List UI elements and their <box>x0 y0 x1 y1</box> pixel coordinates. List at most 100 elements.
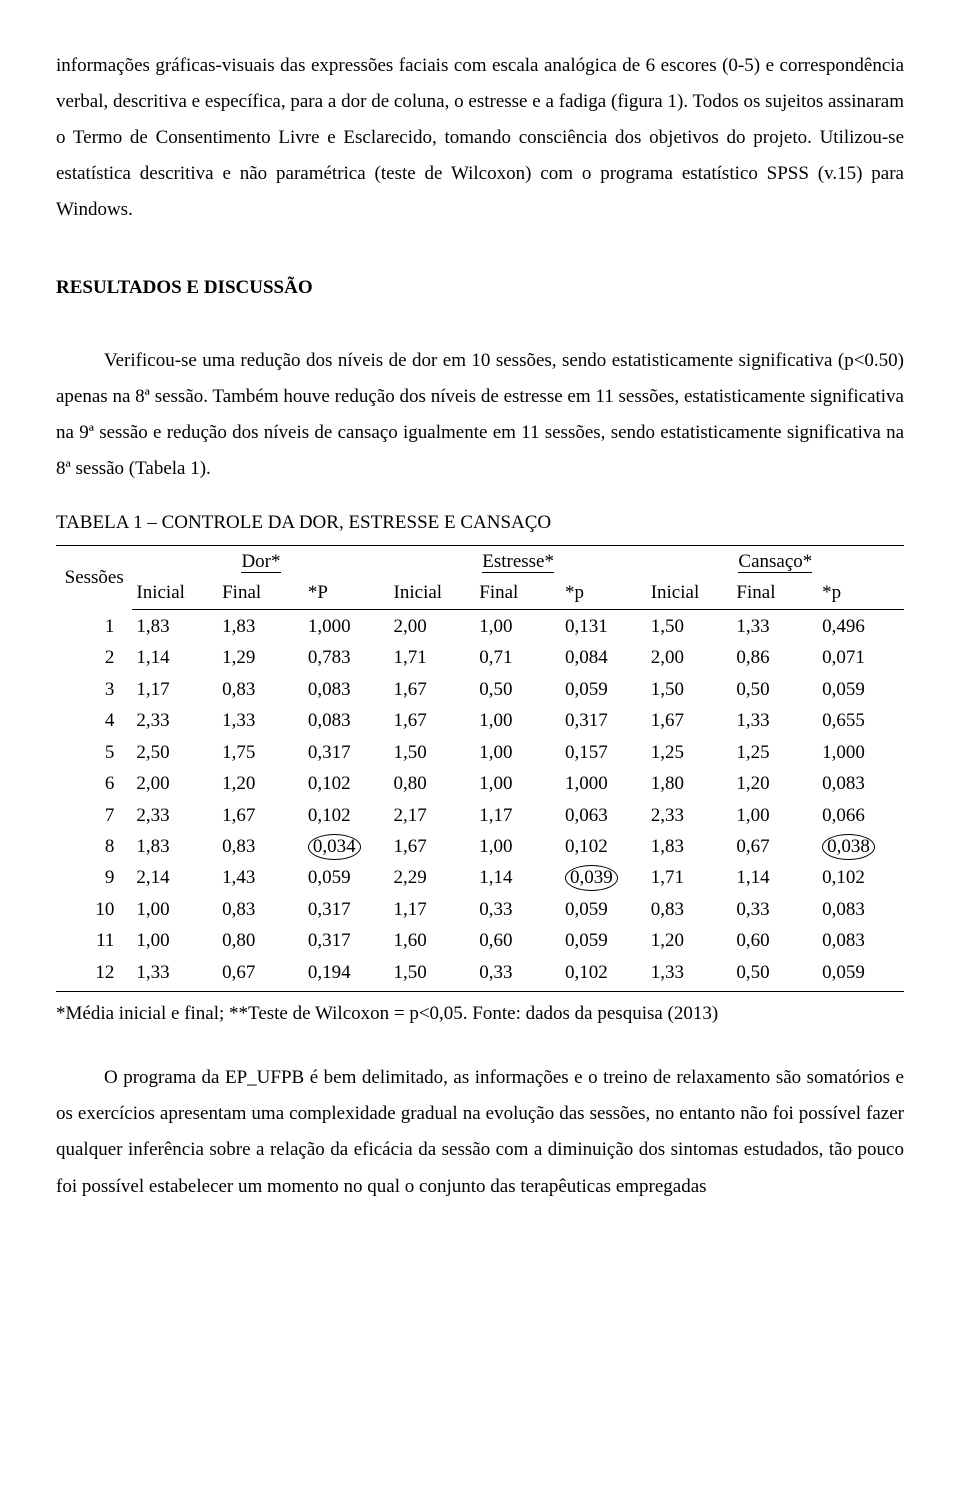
cell-session: 5 <box>56 737 132 768</box>
cell-value: 0,084 <box>561 642 647 673</box>
table-row: 72,331,670,1022,171,170,0632,331,000,066 <box>56 800 904 831</box>
subhead: Final <box>732 577 818 609</box>
col-group-cansaco: Cansaço* <box>647 546 904 578</box>
table-row: 52,501,750,3171,501,000,1571,251,251,000 <box>56 737 904 768</box>
cell-value: 0,67 <box>218 957 304 992</box>
cell-session: 9 <box>56 862 132 893</box>
cell-session: 8 <box>56 831 132 862</box>
cell-value: 1,000 <box>818 737 904 768</box>
cell-session: 2 <box>56 642 132 673</box>
subhead: *P <box>304 577 390 609</box>
cell-value: 1,67 <box>647 705 733 736</box>
table-row: 31,170,830,0831,670,500,0591,500,500,059 <box>56 674 904 705</box>
cell-value: 1,00 <box>475 737 561 768</box>
cell-value: 0,50 <box>732 957 818 992</box>
cell-value: 1,17 <box>132 674 218 705</box>
cell-value: 0,783 <box>304 642 390 673</box>
table-row: 21,141,290,7831,710,710,0842,000,860,071 <box>56 642 904 673</box>
cell-session: 6 <box>56 768 132 799</box>
cell-value: 1,67 <box>390 705 476 736</box>
cell-value: 1,75 <box>218 737 304 768</box>
cell-value: 1,20 <box>732 768 818 799</box>
cell-value: 0,33 <box>475 957 561 992</box>
cell-value: 0,083 <box>818 894 904 925</box>
cell-value: 1,43 <box>218 862 304 893</box>
cell-value: 2,14 <box>132 862 218 893</box>
cell-value: 1,67 <box>390 831 476 862</box>
cell-value: 2,33 <box>647 800 733 831</box>
cell-value: 0,059 <box>818 957 904 992</box>
cell-value: 0,83 <box>218 831 304 862</box>
cell-value: 2,00 <box>647 642 733 673</box>
cell-value: 0,317 <box>304 737 390 768</box>
cell-value: 1,25 <box>732 737 818 768</box>
cell-value: 1,25 <box>647 737 733 768</box>
cell-value: 0,102 <box>304 800 390 831</box>
cell-value: 0,083 <box>304 705 390 736</box>
cell-value: 0,059 <box>561 925 647 956</box>
cell-value: 0,80 <box>218 925 304 956</box>
cell-value: 1,83 <box>132 831 218 862</box>
cell-value: 1,50 <box>390 957 476 992</box>
cell-value: 1,33 <box>647 957 733 992</box>
cell-session: 10 <box>56 894 132 925</box>
cell-value: 2,00 <box>390 609 476 642</box>
cell-value: 1,00 <box>732 800 818 831</box>
cell-value: 0,60 <box>475 925 561 956</box>
subhead: Inicial <box>132 577 218 609</box>
cell-value: 1,17 <box>475 800 561 831</box>
cell-value: 0,496 <box>818 609 904 642</box>
cell-session: 12 <box>56 957 132 992</box>
cell-session: 3 <box>56 674 132 705</box>
cell-value: 0,083 <box>818 925 904 956</box>
cell-value: 0,317 <box>304 925 390 956</box>
cell-value: 0,83 <box>218 894 304 925</box>
table-row: 92,141,430,0592,291,140,0391,711,140,102 <box>56 862 904 893</box>
cell-value: 2,00 <box>132 768 218 799</box>
table-row: 121,330,670,1941,500,330,1021,330,500,05… <box>56 957 904 992</box>
cell-value: 0,059 <box>304 862 390 893</box>
cell-value: 1,83 <box>647 831 733 862</box>
cell-value: 2,17 <box>390 800 476 831</box>
cell-value: 0,102 <box>561 831 647 862</box>
cell-value: 1,00 <box>132 894 218 925</box>
cell-value: 0,80 <box>390 768 476 799</box>
cell-value: 0,038 <box>818 831 904 862</box>
cell-value: 1,83 <box>132 609 218 642</box>
table-row: 11,831,831,0002,001,000,1311,501,330,496 <box>56 609 904 642</box>
cell-value: 1,20 <box>647 925 733 956</box>
cell-value: 0,317 <box>561 705 647 736</box>
cell-value: 0,039 <box>561 862 647 893</box>
highlighted-p-value: 0,039 <box>565 865 618 891</box>
col-group-dor: Dor* <box>132 546 389 578</box>
cell-value: 1,14 <box>475 862 561 893</box>
cell-value: 1,50 <box>647 609 733 642</box>
cell-value: 1,14 <box>132 642 218 673</box>
paragraph-methods: informações gráficas-visuais das express… <box>56 48 904 228</box>
cell-session: 7 <box>56 800 132 831</box>
cell-value: 1,83 <box>218 609 304 642</box>
subhead: Inicial <box>647 577 733 609</box>
cell-value: 2,33 <box>132 705 218 736</box>
table-row: 111,000,800,3171,600,600,0591,200,600,08… <box>56 925 904 956</box>
cell-session: 1 <box>56 609 132 642</box>
cell-value: 1,33 <box>732 609 818 642</box>
cell-value: 0,33 <box>732 894 818 925</box>
section-heading-results: RESULTADOS E DISCUSSÃO <box>56 270 904 306</box>
cell-value: 0,102 <box>818 862 904 893</box>
cell-value: 1,33 <box>218 705 304 736</box>
cell-value: 1,67 <box>218 800 304 831</box>
col-group-estresse: Estresse* <box>390 546 647 578</box>
cell-value: 1,000 <box>561 768 647 799</box>
cell-value: 1,00 <box>475 609 561 642</box>
cell-session: 4 <box>56 705 132 736</box>
table-row: 42,331,330,0831,671,000,3171,671,330,655 <box>56 705 904 736</box>
cell-value: 2,50 <box>132 737 218 768</box>
table-row: 62,001,200,1020,801,001,0001,801,200,083 <box>56 768 904 799</box>
results-table: Sessões Dor* Estresse* Cansaço* Inicial … <box>56 545 904 992</box>
highlighted-p-value: 0,038 <box>822 834 875 860</box>
cell-value: 1,000 <box>304 609 390 642</box>
subhead: Inicial <box>390 577 476 609</box>
subhead: Final <box>475 577 561 609</box>
cell-value: 1,33 <box>132 957 218 992</box>
